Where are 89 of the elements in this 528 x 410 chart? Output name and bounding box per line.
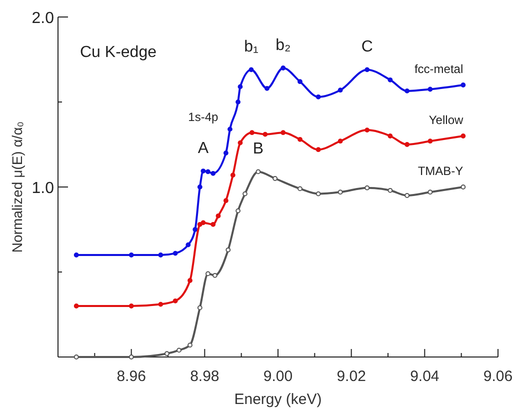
point bbox=[338, 190, 343, 195]
point bbox=[188, 342, 192, 348]
point bbox=[200, 220, 206, 226]
x-tick-label: 9.06 bbox=[483, 368, 513, 385]
point bbox=[230, 172, 236, 178]
point bbox=[250, 130, 254, 136]
point bbox=[238, 140, 243, 146]
point bbox=[172, 298, 178, 304]
annotation: 1s-4p bbox=[188, 110, 219, 124]
point bbox=[197, 222, 202, 227]
point bbox=[298, 136, 302, 142]
point bbox=[74, 252, 79, 258]
point bbox=[188, 278, 192, 283]
point bbox=[264, 86, 270, 91]
point bbox=[176, 348, 182, 353]
point bbox=[192, 227, 198, 232]
point bbox=[364, 185, 370, 190]
point bbox=[236, 100, 240, 104]
x-tick-label: 9.02 bbox=[336, 368, 366, 385]
x-tick-label: 9.00 bbox=[263, 368, 293, 385]
point bbox=[388, 188, 393, 193]
annotation: b₂ bbox=[276, 37, 291, 54]
point bbox=[223, 150, 228, 156]
point bbox=[298, 186, 302, 192]
x-tick-label: 8.96 bbox=[116, 368, 146, 385]
point bbox=[226, 247, 231, 252]
point bbox=[316, 94, 321, 100]
point bbox=[128, 304, 134, 308]
point bbox=[236, 208, 240, 214]
point bbox=[272, 176, 278, 181]
point bbox=[242, 191, 248, 196]
point bbox=[388, 77, 393, 82]
point bbox=[388, 134, 393, 138]
y-axis-title: Normalized μ(E) α/α₀ bbox=[9, 121, 25, 253]
annotation: Cu K-edge bbox=[80, 44, 157, 61]
point bbox=[158, 302, 164, 307]
point bbox=[216, 213, 221, 218]
point bbox=[460, 134, 466, 138]
point bbox=[428, 138, 433, 144]
y-tick-label: 2.0 bbox=[32, 10, 54, 27]
point bbox=[298, 79, 302, 84]
point bbox=[128, 252, 134, 258]
annotation: b₁ bbox=[244, 38, 258, 56]
point bbox=[280, 66, 286, 70]
annotation: C bbox=[361, 38, 373, 56]
annotation: A bbox=[198, 140, 209, 158]
point bbox=[197, 184, 202, 190]
point bbox=[206, 271, 210, 276]
annotation: B bbox=[252, 140, 264, 158]
x-axis-title: Energy (keV) bbox=[234, 391, 322, 408]
point bbox=[262, 132, 268, 137]
point bbox=[280, 130, 286, 136]
point bbox=[316, 147, 321, 152]
point bbox=[404, 88, 410, 94]
point bbox=[164, 351, 170, 356]
point bbox=[128, 354, 134, 360]
point bbox=[158, 252, 164, 258]
series-label: Yellow bbox=[428, 113, 464, 127]
point bbox=[212, 272, 218, 278]
point bbox=[210, 222, 216, 227]
point bbox=[172, 250, 178, 256]
point bbox=[428, 86, 433, 92]
point bbox=[428, 190, 433, 195]
point bbox=[338, 138, 343, 144]
point bbox=[404, 193, 410, 198]
point bbox=[197, 305, 202, 310]
x-tick-label: 8.98 bbox=[190, 368, 220, 385]
point bbox=[316, 191, 321, 196]
point bbox=[238, 84, 243, 90]
point bbox=[228, 126, 232, 132]
point bbox=[223, 198, 228, 204]
point bbox=[256, 169, 261, 174]
point bbox=[460, 184, 466, 190]
point bbox=[206, 169, 210, 174]
point bbox=[248, 67, 254, 72]
point bbox=[364, 128, 370, 132]
y-tick-label: 1.0 bbox=[32, 180, 54, 197]
series-label: fcc-metal bbox=[414, 62, 464, 76]
x-tick-label: 9.04 bbox=[410, 368, 440, 385]
point bbox=[200, 168, 206, 174]
point bbox=[364, 67, 370, 72]
point bbox=[186, 242, 191, 248]
point bbox=[74, 354, 79, 360]
point bbox=[404, 142, 410, 147]
point bbox=[74, 304, 79, 308]
point bbox=[210, 170, 216, 176]
point bbox=[460, 82, 466, 88]
point bbox=[338, 88, 343, 93]
series-label: TMAB-Y bbox=[418, 164, 464, 178]
